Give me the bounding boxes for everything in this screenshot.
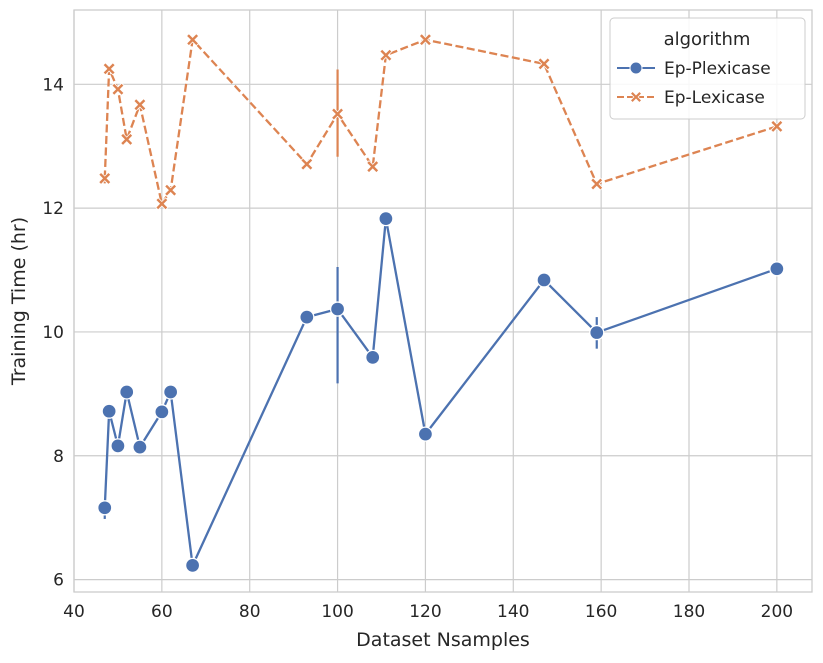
data-point-ep-plexicase-13 [536, 272, 552, 288]
x-tick-label-160: 160 [585, 602, 617, 622]
legend-marker-ep-plexicase [629, 61, 643, 75]
legend: algorithm Ep-Plexicase Ep-Lexicase [609, 17, 806, 120]
legend-box [609, 17, 806, 120]
data-point-ep-plexicase-10 [365, 349, 381, 365]
y-tick-label-10: 10 [42, 323, 64, 343]
data-point-ep-lexicase-6 [164, 183, 178, 197]
data-point-ep-plexicase-11 [378, 211, 394, 227]
data-point-ep-lexicase-4 [133, 98, 147, 112]
legend-marker-ep-lexicase [629, 90, 643, 104]
data-point-ep-lexicase-5 [155, 197, 169, 211]
y-tick-label-6: 6 [53, 571, 64, 591]
data-point-ep-plexicase-9 [329, 301, 346, 317]
data-point-ep-lexicase-8 [300, 157, 314, 171]
x-tick-label-100: 100 [321, 602, 353, 622]
x-tick-label-60: 60 [151, 602, 173, 622]
data-point-ep-plexicase-4 [132, 439, 148, 455]
legend-entry-ep-lexicase: Ep-Lexicase [617, 88, 765, 108]
series-ep-plexicase [97, 211, 785, 574]
data-point-ep-lexicase-1 [102, 62, 116, 76]
series-line-ep-lexicase [103, 38, 778, 205]
data-point-ep-plexicase-0 [97, 500, 113, 516]
data-point-ep-lexicase-15 [770, 119, 784, 133]
data-point-ep-plexicase-8 [299, 309, 315, 325]
y-tick-label-14: 14 [42, 75, 64, 95]
legend-title: algorithm [664, 29, 751, 50]
x-tick-label-140: 140 [497, 602, 529, 622]
data-point-ep-plexicase-7 [184, 557, 201, 574]
data-point-ep-lexicase-2 [111, 82, 125, 96]
data-point-ep-lexicase-7 [186, 33, 200, 47]
legend-label-ep-plexicase: Ep-Plexicase [664, 59, 771, 79]
data-point-ep-lexicase-12 [418, 33, 432, 47]
data-point-ep-plexicase-3 [119, 384, 135, 400]
plot-area-border [73, 9, 813, 593]
x-tick-label-120: 120 [409, 602, 441, 622]
data-point-ep-plexicase-1 [101, 403, 117, 419]
x-tick-label-180: 180 [673, 602, 705, 622]
data-point-ep-plexicase-12 [417, 426, 434, 442]
y-axis-label: Training Time (hr) [8, 217, 30, 386]
data-point-ep-lexicase-3 [120, 132, 134, 146]
data-point-ep-plexicase-14 [589, 324, 605, 341]
x-axis-ticks: 40 60 80 100 120 140 160 180 200 [63, 602, 793, 622]
series-layer [97, 33, 785, 574]
data-point-ep-plexicase-5 [154, 404, 170, 420]
data-point-ep-plexicase-6 [162, 384, 179, 400]
x-tick-label-80: 80 [239, 602, 261, 622]
x-tick-label-200: 200 [761, 602, 793, 622]
legend-entry-ep-plexicase: Ep-Plexicase [617, 59, 771, 79]
data-point-ep-lexicase-11 [379, 48, 393, 62]
y-tick-label-8: 8 [53, 447, 64, 467]
data-point-ep-lexicase-0 [98, 171, 112, 185]
x-tick-label-40: 40 [63, 602, 85, 622]
data-point-ep-plexicase-2 [110, 438, 126, 454]
data-point-ep-lexicase-9 [331, 107, 345, 121]
series-ep-lexicase [98, 33, 784, 211]
data-point-ep-lexicase-14 [590, 177, 604, 191]
data-point-ep-lexicase-10 [366, 160, 380, 174]
y-axis-ticks: 6 8 10 12 14 [42, 75, 64, 590]
data-point-ep-plexicase-15 [769, 261, 785, 277]
y-tick-label-12: 12 [42, 199, 64, 219]
x-axis-label: Dataset Nsamples [356, 629, 530, 651]
data-point-ep-lexicase-13 [537, 57, 551, 71]
legend-label-ep-lexicase: Ep-Lexicase [664, 88, 765, 108]
series-line-ep-plexicase [103, 217, 778, 567]
